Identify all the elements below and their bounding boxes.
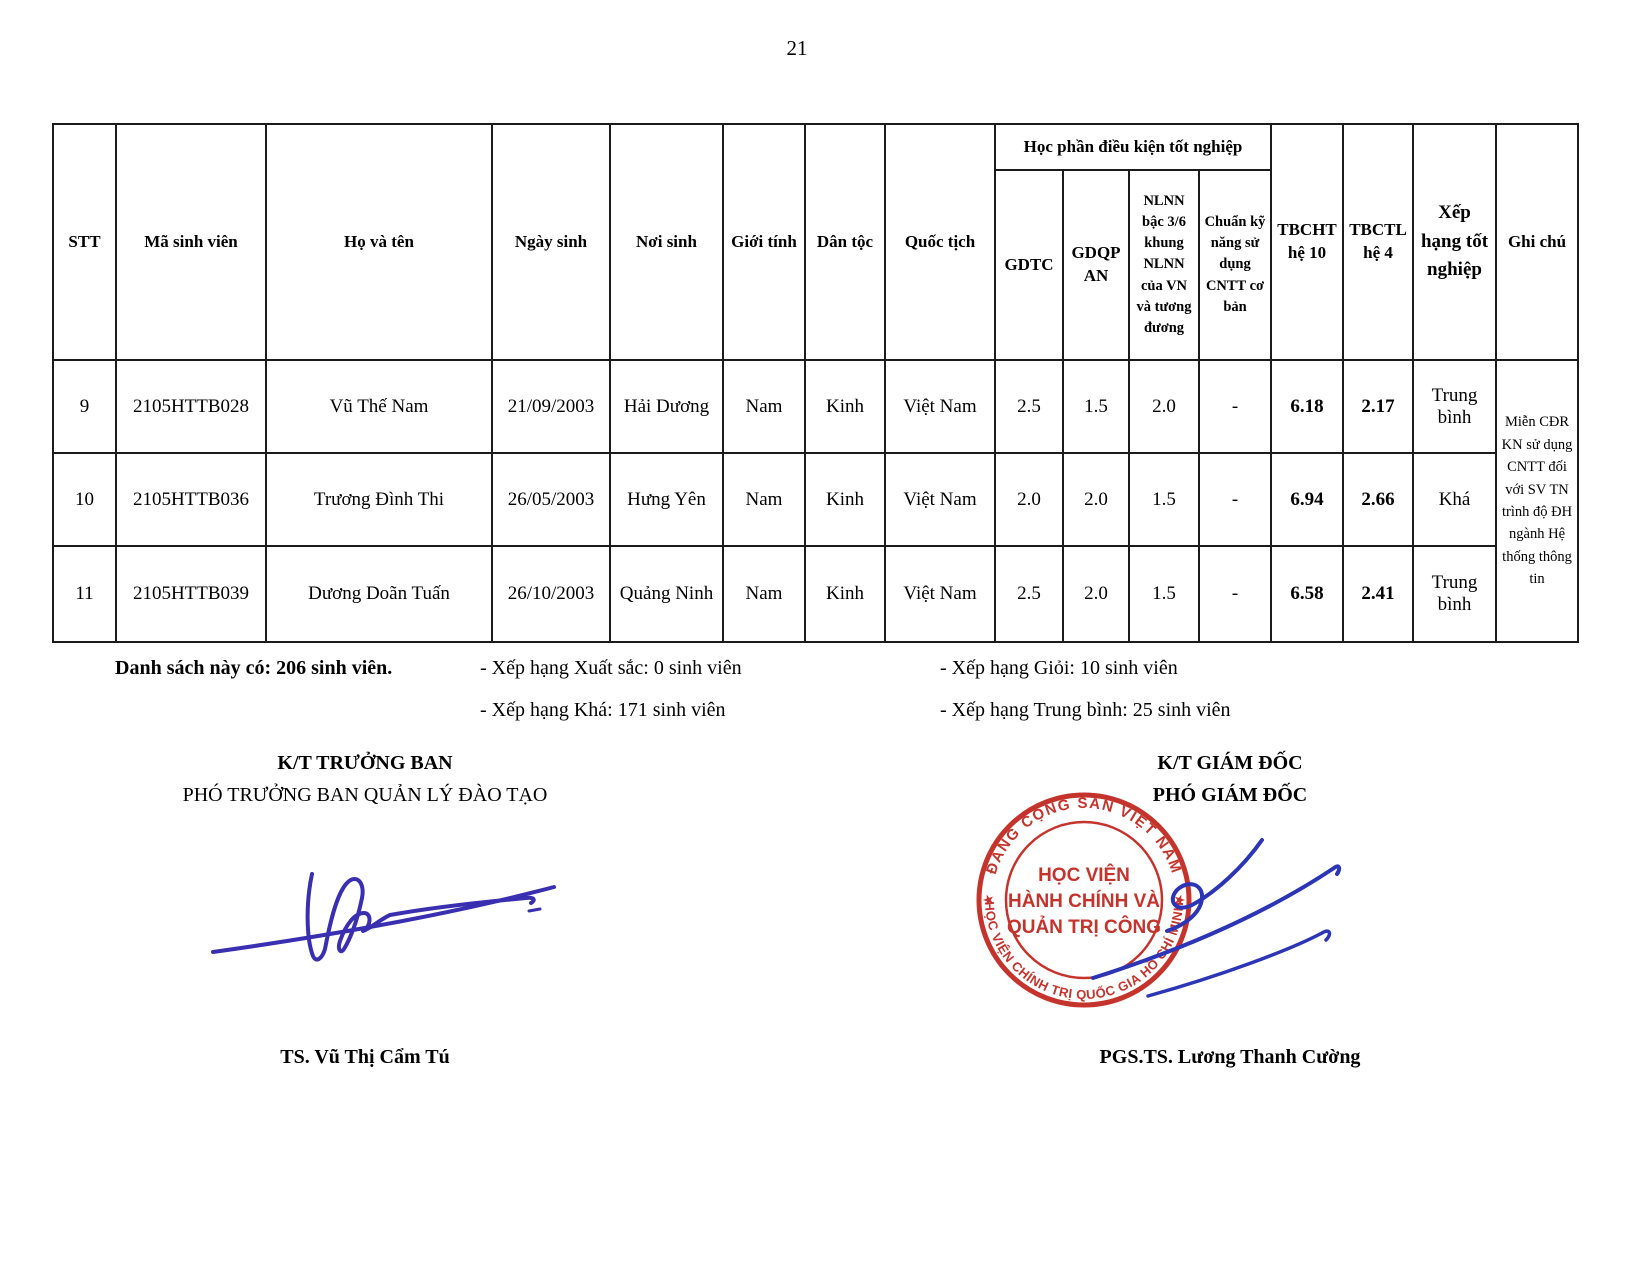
cell-tbcht: 6.94 [1270, 452, 1345, 547]
col-header-xep-hang: Xếp hạng tốt nghiệp [1412, 123, 1498, 361]
cell-cntt: - [1197, 452, 1273, 547]
cell-nlnn: 1.5 [1128, 452, 1200, 547]
stamp-star-left-icon: ★ [982, 894, 997, 907]
cell-ma-sinh-vien: 2105HTTB036 [115, 452, 267, 547]
cell-stt: 10 [52, 452, 117, 547]
stamp-center-line-2: HÀNH CHÍNH VÀ [1008, 890, 1160, 912]
cell-dan-toc: Kinh [804, 545, 886, 643]
cell-quoc-tich: Việt Nam [884, 452, 996, 547]
left-signature-underline [211, 885, 556, 954]
table-row: 11 2105HTTB039 Dương Doãn Tuấn 26/10/200… [52, 545, 1578, 643]
cell-nlnn: 1.5 [1128, 545, 1200, 643]
cell-ngay-sinh: 26/05/2003 [491, 452, 611, 547]
left-signer-title: K/T TRƯỞNG BAN [277, 752, 453, 774]
summary-kha: - Xếp hạng Khá: 171 sinh viên [480, 699, 726, 721]
page-number: 21 [786, 36, 808, 60]
cell-stt: 9 [52, 359, 117, 454]
col-header-gdqp-an: GDQP AN [1062, 169, 1130, 361]
cell-gdtc: 2.0 [994, 452, 1064, 547]
cell-stt: 11 [52, 545, 117, 643]
cell-quoc-tich: Việt Nam [884, 545, 996, 643]
cell-gioi-tinh: Nam [722, 545, 806, 643]
cell-ma-sinh-vien: 2105HTTB028 [115, 359, 267, 454]
cell-gioi-tinh: Nam [722, 359, 806, 454]
col-header-nlnn: NLNN bậc 3/6 khung NLNN của VN và tương … [1128, 169, 1200, 361]
col-header-ghi-chu: Ghi chú [1495, 123, 1580, 361]
group-header-hoc-phan: Học phần điều kiện tốt nghiệp [993, 123, 1273, 171]
cell-gdqp: 2.0 [1062, 452, 1130, 547]
cell-gioi-tinh: Nam [722, 452, 806, 547]
col-header-gioi-tinh: Giới tính [722, 123, 806, 361]
col-header-dan-toc: Dân tộc [804, 123, 886, 361]
right-signature-sweep-2 [1146, 929, 1332, 998]
table-row: 10 2105HTTB036 Trương Đình Thi 26/05/200… [52, 452, 1578, 547]
cell-noi-sinh: Hưng Yên [609, 452, 724, 547]
cell-tbcht: 6.58 [1270, 545, 1345, 643]
cell-gdtc: 2.5 [994, 359, 1064, 454]
official-stamp: ĐẢNG CỘNG SẢN VIỆT NAM HỌC VIỆN CHÍNH TR… [976, 792, 1192, 1008]
cell-noi-sinh: Quảng Ninh [609, 545, 724, 643]
cell-quoc-tich: Việt Nam [884, 359, 996, 454]
cell-tbctl: 2.41 [1342, 545, 1415, 643]
summary-xuat-sac: - Xếp hạng Xuất sắc: 0 sinh viên [480, 657, 742, 679]
cell-cntt: - [1197, 545, 1273, 643]
summary-gioi: - Xếp hạng Giỏi: 10 sinh viên [940, 657, 1178, 679]
left-signature-stroke [305, 872, 536, 962]
right-signature [1091, 838, 1342, 998]
right-signer-name: PGS.TS. Lương Thanh Cường [1099, 1046, 1361, 1068]
cell-ho-va-ten: Vũ Thế Nam [265, 359, 493, 454]
col-header-stt: STT [52, 123, 117, 361]
cell-ngay-sinh: 26/10/2003 [491, 545, 611, 643]
cell-ho-va-ten: Trương Đình Thi [265, 452, 493, 547]
left-signature-dash [527, 907, 542, 913]
col-header-ma-sinh-vien: Mã sinh viên [115, 123, 267, 361]
right-signer-title: K/T GIÁM ĐỐC [1157, 752, 1303, 774]
stamp-outer-ring [976, 792, 1192, 1008]
stamp-center-line-3: QUẢN TRỊ CÔNG [1007, 916, 1161, 938]
cell-dan-toc: Kinh [804, 452, 886, 547]
cell-tbctl: 2.17 [1342, 359, 1415, 454]
student-table: STT Mã sinh viên Họ và tên Ngày sinh Nơi… [52, 123, 1580, 643]
right-signature-sweep-1 [1091, 864, 1342, 980]
cell-ghi-chu-merged: Miễn CĐR KN sử dụng CNTT đối với SV TN t… [1495, 359, 1580, 643]
stamp-center-line-1: HỌC VIỆN [1038, 864, 1130, 886]
cell-ma-sinh-vien: 2105HTTB039 [115, 545, 267, 643]
right-signer-subtitle: PHÓ GIÁM ĐỐC [1152, 784, 1308, 806]
cell-tbctl: 2.66 [1342, 452, 1415, 547]
cell-cntt: - [1197, 359, 1273, 454]
summary-total: Danh sách này có: 206 sinh viên. [115, 657, 393, 679]
col-header-ngay-sinh: Ngày sinh [491, 123, 611, 361]
col-header-ho-va-ten: Họ và tên [265, 123, 493, 361]
col-header-tbcht: TBCHT hệ 10 [1270, 123, 1345, 361]
col-header-tbctl: TBCTL hệ 4 [1342, 123, 1415, 361]
cell-dan-toc: Kinh [804, 359, 886, 454]
cell-nlnn: 2.0 [1128, 359, 1200, 454]
cell-ngay-sinh: 21/09/2003 [491, 359, 611, 454]
col-header-cntt: Chuẩn kỹ năng sử dụng CNTT cơ bản [1197, 169, 1273, 361]
table-row: 9 2105HTTB028 Vũ Thế Nam 21/09/2003 Hải … [52, 359, 1580, 643]
cell-xep-hang: Khá [1412, 452, 1498, 547]
col-header-gdtc: GDTC [994, 169, 1064, 361]
cell-gdqp: 2.0 [1062, 545, 1130, 643]
cell-gdtc: 2.5 [994, 545, 1064, 643]
cell-xep-hang: Trung bình [1412, 545, 1498, 643]
col-header-quoc-tich: Quốc tịch [884, 123, 996, 361]
cell-noi-sinh: Hải Dương [609, 359, 724, 454]
cell-tbcht: 6.18 [1270, 359, 1345, 454]
cell-ho-va-ten: Dương Doãn Tuấn [265, 545, 493, 643]
col-header-noi-sinh: Nơi sinh [609, 123, 724, 361]
stamp-inner-ring [1004, 820, 1164, 980]
right-signature-loop [1165, 838, 1264, 933]
cell-gdqp: 1.5 [1062, 359, 1130, 454]
left-signer-subtitle: PHÓ TRƯỞNG BAN QUẢN LÝ ĐÀO TẠO [182, 784, 548, 806]
left-signature [211, 872, 556, 962]
left-signer-name: TS. Vũ Thị Cẩm Tú [280, 1046, 450, 1068]
cell-xep-hang: Trung bình [1412, 359, 1498, 454]
summary-trung-binh: - Xếp hạng Trung bình: 25 sinh viên [940, 699, 1231, 721]
